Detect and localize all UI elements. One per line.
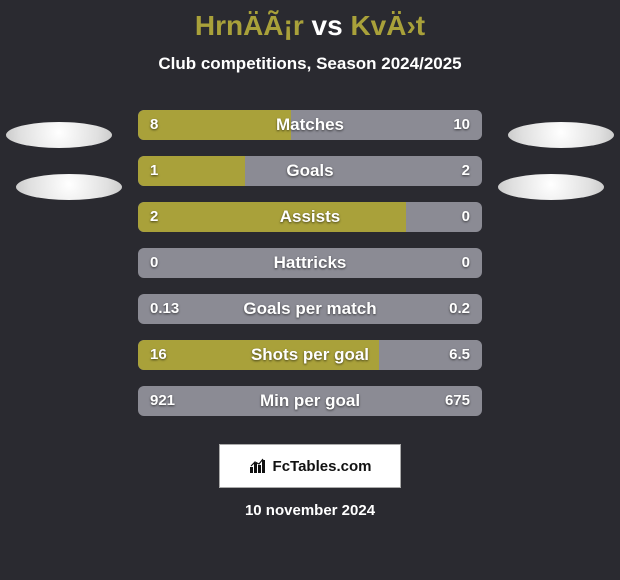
stat-value-left: 0.13 xyxy=(150,294,179,324)
stat-value-right: 10 xyxy=(453,110,470,140)
stat-track xyxy=(138,110,482,140)
stat-value-left: 1 xyxy=(150,156,158,186)
stats-comparison-page: HrnÄÃ¡r vs KvÄ›t Club competitions, Seas… xyxy=(0,0,620,580)
stat-track xyxy=(138,156,482,186)
stat-row: Goals per match0.130.2 xyxy=(0,294,620,324)
subtitle: Club competitions, Season 2024/2025 xyxy=(0,54,620,74)
stat-value-left: 921 xyxy=(150,386,175,416)
stat-fill-left xyxy=(138,202,406,232)
stat-value-left: 2 xyxy=(150,202,158,232)
stat-value-right: 675 xyxy=(445,386,470,416)
stat-value-right: 0.2 xyxy=(449,294,470,324)
stat-row: Hattricks00 xyxy=(0,248,620,278)
stat-value-right: 2 xyxy=(462,156,470,186)
watermark: FcTables.com xyxy=(219,444,401,488)
stat-value-left: 0 xyxy=(150,248,158,278)
page-title: HrnÄÃ¡r vs KvÄ›t xyxy=(0,0,620,42)
watermark-text: FcTables.com xyxy=(273,458,372,475)
date-label: 10 november 2024 xyxy=(0,502,620,519)
stat-fill-left xyxy=(138,340,379,370)
stat-value-right: 0 xyxy=(462,202,470,232)
vs-separator: vs xyxy=(304,10,351,41)
stat-track xyxy=(138,248,482,278)
stat-value-left: 8 xyxy=(150,110,158,140)
stat-value-right: 0 xyxy=(462,248,470,278)
stat-fill-left xyxy=(138,110,291,140)
stat-value-right: 6.5 xyxy=(449,340,470,370)
stat-row: Shots per goal166.5 xyxy=(0,340,620,370)
stat-row: Goals12 xyxy=(0,156,620,186)
stat-row: Matches810 xyxy=(0,110,620,140)
player1-name: HrnÄÃ¡r xyxy=(195,10,304,41)
stat-track xyxy=(138,294,482,324)
stat-row: Min per goal921675 xyxy=(0,386,620,416)
stat-value-left: 16 xyxy=(150,340,167,370)
chart-icon xyxy=(249,458,269,474)
stat-row: Assists20 xyxy=(0,202,620,232)
player2-name: KvÄ›t xyxy=(350,10,425,41)
stat-bars: Matches810Goals12Assists20Hattricks00Goa… xyxy=(0,110,620,416)
stat-track xyxy=(138,340,482,370)
stat-track xyxy=(138,202,482,232)
stat-track xyxy=(138,386,482,416)
